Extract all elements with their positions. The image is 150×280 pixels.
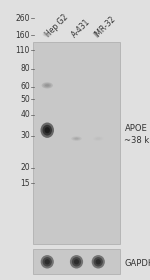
Ellipse shape bbox=[45, 259, 50, 265]
Text: 110: 110 bbox=[16, 46, 30, 55]
Bar bbox=[33, 42, 120, 244]
Text: 80: 80 bbox=[20, 64, 30, 73]
Text: 60: 60 bbox=[20, 82, 30, 91]
Text: 40: 40 bbox=[20, 110, 30, 119]
Ellipse shape bbox=[45, 34, 49, 35]
Ellipse shape bbox=[73, 137, 80, 140]
Text: GAPDH: GAPDH bbox=[124, 259, 150, 268]
Ellipse shape bbox=[92, 255, 105, 269]
Ellipse shape bbox=[43, 32, 52, 37]
Ellipse shape bbox=[72, 257, 81, 267]
Ellipse shape bbox=[45, 84, 50, 87]
Text: 30: 30 bbox=[20, 131, 30, 140]
Text: IMR-32: IMR-32 bbox=[92, 14, 117, 39]
Text: A-431: A-431 bbox=[70, 17, 92, 39]
Ellipse shape bbox=[94, 257, 103, 267]
Text: Hep G2: Hep G2 bbox=[43, 13, 69, 39]
Text: 160: 160 bbox=[15, 31, 30, 39]
Ellipse shape bbox=[96, 138, 100, 139]
Ellipse shape bbox=[70, 255, 83, 269]
Ellipse shape bbox=[95, 137, 102, 140]
Ellipse shape bbox=[43, 257, 52, 267]
Text: 15: 15 bbox=[20, 179, 30, 188]
Ellipse shape bbox=[74, 259, 79, 265]
Ellipse shape bbox=[41, 255, 54, 269]
Ellipse shape bbox=[44, 33, 51, 36]
Ellipse shape bbox=[40, 123, 54, 138]
Ellipse shape bbox=[71, 136, 82, 141]
Text: 50: 50 bbox=[20, 95, 30, 104]
Ellipse shape bbox=[96, 259, 101, 265]
Ellipse shape bbox=[43, 83, 51, 88]
Ellipse shape bbox=[45, 127, 50, 133]
Text: 260: 260 bbox=[15, 14, 30, 23]
Ellipse shape bbox=[93, 136, 104, 141]
Ellipse shape bbox=[74, 138, 79, 139]
Text: 20: 20 bbox=[20, 164, 30, 172]
Ellipse shape bbox=[42, 82, 53, 88]
Ellipse shape bbox=[43, 125, 52, 136]
Text: APOE
~38 kDa: APOE ~38 kDa bbox=[124, 124, 150, 145]
Bar bbox=[33, 249, 120, 274]
